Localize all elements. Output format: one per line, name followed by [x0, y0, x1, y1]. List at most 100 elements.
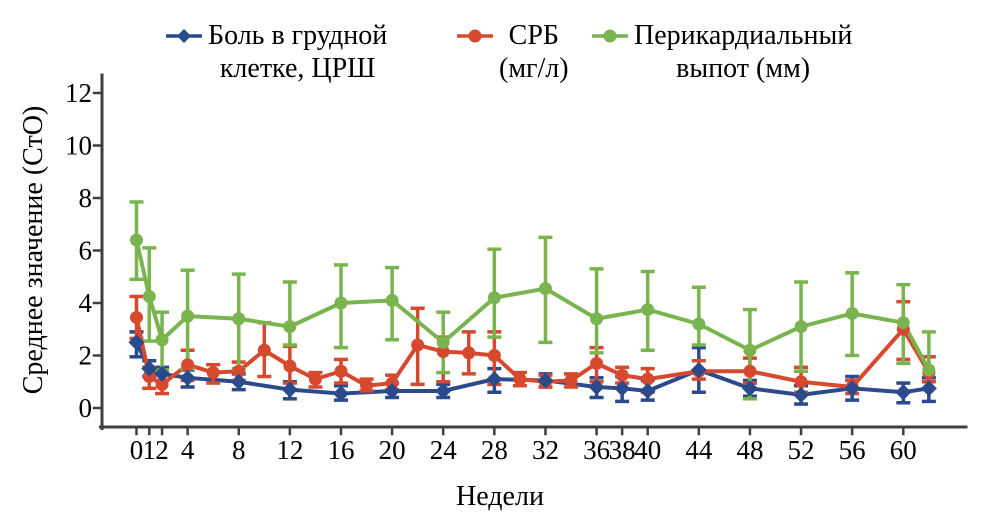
- data-point: [741, 380, 758, 397]
- data-point: [538, 282, 552, 296]
- x-tick-label: 2: [155, 435, 169, 465]
- effusion-error-bar: [282, 280, 297, 347]
- data-point: [844, 380, 861, 397]
- y-tick-label: 8: [79, 183, 93, 213]
- data-point: [641, 372, 655, 386]
- data-point: [436, 345, 450, 359]
- data-point: [922, 363, 936, 377]
- x-tick-label: 1: [143, 435, 157, 465]
- pain-line: [134, 341, 930, 397]
- data-point: [920, 380, 937, 397]
- data-point: [141, 360, 158, 377]
- data-point: [537, 372, 554, 389]
- pain-legend-key-icon: [166, 26, 202, 46]
- data-point: [181, 358, 195, 372]
- data-point: [130, 310, 143, 324]
- data-point: [411, 338, 425, 352]
- y-tick-label: 0: [79, 393, 93, 423]
- data-point: [155, 333, 169, 347]
- data-point: [690, 361, 707, 378]
- effusion-error-bar: [794, 280, 809, 373]
- data-point: [360, 379, 374, 393]
- data-point: [639, 382, 656, 399]
- x-tick-label: 52: [788, 435, 815, 465]
- data-point: [155, 377, 169, 391]
- x-tick-label: 16: [327, 435, 354, 465]
- data-point: [896, 316, 910, 330]
- effusion-error-bar: [691, 285, 706, 347]
- data-point: [692, 317, 706, 331]
- data-point: [384, 382, 401, 399]
- data-point: [641, 303, 655, 317]
- effusion-error-bar: [640, 269, 655, 352]
- data-point: [590, 312, 604, 326]
- data-point: [308, 372, 322, 386]
- x-tick-label: 32: [532, 435, 559, 465]
- data-point: [513, 372, 527, 386]
- data-point: [283, 320, 297, 334]
- x-axis-title: Недели: [456, 481, 544, 512]
- pain-markers: [128, 334, 937, 403]
- data-point: [615, 368, 629, 382]
- x-tick-label: 20: [379, 435, 406, 465]
- data-point: [486, 371, 503, 388]
- effusion-legend-label-line1: Перикардиальный: [634, 20, 853, 51]
- effusion-markers: [130, 233, 936, 377]
- data-point: [230, 373, 247, 390]
- data-point: [334, 364, 348, 378]
- crp-legend-label-line2: (мг/л): [499, 53, 569, 84]
- data-point: [895, 384, 912, 401]
- x-tick-label: 24: [430, 435, 458, 465]
- effusion-line: [134, 239, 931, 371]
- x-tick-label: 0: [130, 435, 144, 465]
- axes: [92, 73, 968, 436]
- y-tick-label: 10: [65, 131, 92, 161]
- data-point: [130, 233, 143, 247]
- effusion-error-bar: [538, 235, 553, 345]
- data-point: [794, 375, 808, 389]
- pain-series: [129, 330, 936, 406]
- x-tick-label: 56: [839, 435, 866, 465]
- crp-line: [134, 317, 931, 389]
- effusion-legend-label-line2: выпот (мм): [676, 53, 811, 84]
- legend-item-effusion: Перикардиальный выпот (мм): [592, 19, 852, 85]
- pain-legend-label-line2: клетке, ЦРШ: [219, 53, 376, 84]
- data-point: [257, 343, 271, 357]
- legend-item-crp: СРБ (мг/л): [457, 19, 569, 85]
- data-point: [385, 293, 399, 307]
- data-point: [743, 343, 757, 357]
- y-tick-label: 4: [79, 288, 93, 318]
- data-point: [487, 291, 501, 305]
- x-tick-label: 44: [685, 435, 713, 465]
- legend-key-svg: [457, 29, 493, 43]
- x-tick-label: 38: [609, 435, 636, 465]
- data-point: [283, 359, 297, 373]
- y-tick-label: 6: [79, 236, 93, 266]
- effusion-series: [129, 200, 936, 401]
- crp-legend-key-icon: [457, 26, 493, 46]
- data-point: [334, 296, 348, 310]
- y-tick-label: 12: [65, 78, 92, 108]
- x-tick-label: 28: [481, 435, 508, 465]
- data-point: [590, 356, 604, 370]
- data-point: [436, 335, 450, 349]
- x-tick-label: 12: [276, 435, 303, 465]
- data-point: [281, 381, 298, 398]
- effusion-error-bar: [845, 271, 860, 358]
- data-point: [743, 364, 757, 378]
- data-point: [128, 334, 145, 351]
- x-tick-label: 40: [634, 435, 661, 465]
- data-point: [435, 382, 452, 399]
- data-point: [232, 364, 246, 378]
- data-point: [588, 379, 605, 395]
- legend-item-pain: Боль в грудной клетке, ЦРШ: [166, 19, 387, 85]
- y-tick-label: 2: [79, 341, 93, 371]
- data-point: [179, 369, 196, 386]
- legend-key-svg: [166, 29, 202, 43]
- crp-legend-label-line1: СРБ: [508, 20, 559, 51]
- legend-key-svg: [592, 29, 628, 43]
- data-point: [206, 366, 220, 380]
- data-point: [564, 373, 578, 387]
- data-point: [462, 346, 476, 360]
